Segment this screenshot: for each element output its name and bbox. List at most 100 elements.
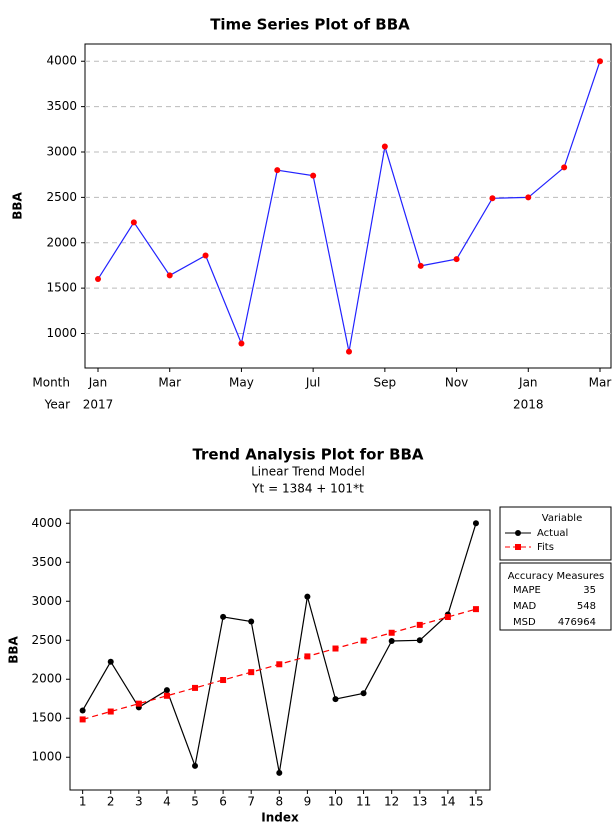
y-tick-label: 3000 [31, 594, 62, 608]
marker [79, 716, 86, 723]
x-tick-label: 15 [468, 795, 483, 809]
x-tick-label: 3 [135, 795, 143, 809]
marker [220, 613, 227, 620]
y-tick-label: 1000 [46, 326, 77, 340]
marker [135, 700, 142, 707]
y-axis-label: BBA [7, 636, 21, 664]
marker [416, 621, 423, 628]
y-tick-label: 1500 [31, 711, 62, 725]
legend-title: Variable [542, 513, 583, 524]
accuracy-label: MSD [513, 617, 536, 628]
x-tick-label: 12 [384, 795, 399, 809]
year-label: 2017 [83, 398, 114, 412]
x-row-label: Year [44, 398, 70, 412]
marker [276, 661, 283, 668]
marker [515, 544, 521, 550]
chart-title: Time Series Plot of BBA [210, 16, 410, 34]
marker [332, 696, 339, 703]
legend-label: Actual [537, 528, 568, 539]
plot-frame [84, 43, 612, 369]
accuracy-label: MAD [513, 601, 536, 612]
x-tick-label: Jul [305, 376, 320, 390]
accuracy-box [499, 562, 612, 631]
accuracy-title: Accuracy Measures [508, 571, 605, 582]
marker [472, 520, 479, 527]
x-tick-label: 13 [412, 795, 427, 809]
marker [360, 690, 367, 697]
marker [163, 687, 170, 694]
x-tick-label: 9 [304, 795, 312, 809]
marker [238, 340, 245, 347]
marker [489, 195, 496, 202]
marker [304, 653, 311, 660]
marker [417, 262, 424, 269]
marker [107, 708, 114, 715]
series-line [97, 61, 601, 352]
legend-box [499, 506, 612, 561]
y-tick-label: 3500 [31, 555, 62, 569]
marker [472, 606, 479, 613]
x-axis-label: Index [261, 811, 299, 825]
x-tick-label: Jan [88, 376, 108, 390]
year-label: 2018 [513, 398, 544, 412]
marker [561, 164, 568, 171]
marker [107, 658, 114, 665]
x-tick-label: Mar [158, 376, 181, 390]
marker [332, 645, 339, 652]
x-tick-label: 4 [163, 795, 171, 809]
x-tick-label: Jan [518, 376, 538, 390]
x-tick-label: 10 [328, 795, 343, 809]
accuracy-value: 35 [583, 585, 596, 596]
equation: Yt = 1384 + 101*t [251, 482, 364, 496]
y-tick-label: 4000 [46, 54, 77, 68]
x-tick-label: 1 [79, 795, 87, 809]
x-tick-label: 8 [275, 795, 283, 809]
x-tick-label: May [229, 376, 254, 390]
marker [248, 618, 255, 625]
marker [310, 172, 317, 179]
y-tick-label: 2000 [46, 235, 77, 249]
marker [192, 684, 199, 691]
accuracy-value: 476964 [558, 617, 596, 628]
chart-subtitle: Linear Trend Model [251, 465, 365, 479]
marker [130, 219, 137, 226]
marker [381, 143, 388, 150]
y-tick-label: 3000 [46, 145, 77, 159]
y-tick-label: 2500 [46, 190, 77, 204]
y-tick-label: 3500 [46, 99, 77, 113]
marker [388, 638, 395, 645]
marker [220, 677, 227, 684]
marker [525, 194, 532, 201]
marker [274, 167, 281, 174]
accuracy-label: MAPE [513, 585, 541, 596]
y-tick-label: 2500 [31, 633, 62, 647]
x-tick-label: Nov [445, 376, 468, 390]
marker [202, 252, 209, 259]
y-axis-label: BBA [11, 192, 25, 220]
y-tick-label: 2000 [31, 672, 62, 686]
y-tick-label: 1500 [46, 281, 77, 295]
marker [276, 769, 283, 776]
x-row-label: Month [32, 376, 70, 390]
accuracy-value: 548 [577, 601, 596, 612]
marker [346, 348, 352, 355]
x-tick-label: 11 [356, 795, 371, 809]
marker [163, 692, 170, 699]
x-tick-label: 5 [191, 795, 199, 809]
marker [248, 669, 255, 676]
marker [192, 762, 199, 769]
x-tick-label: 14 [440, 795, 455, 809]
marker [444, 614, 451, 621]
x-tick-label: Mar [589, 376, 612, 390]
chart-title: Trend Analysis Plot for BBA [192, 446, 423, 464]
y-tick-label: 1000 [31, 750, 62, 764]
marker [597, 58, 603, 65]
marker [79, 707, 86, 714]
x-tick-label: Sep [374, 376, 397, 390]
marker [515, 530, 521, 536]
marker [95, 276, 101, 283]
marker [166, 272, 173, 279]
marker [360, 637, 367, 644]
marker [416, 637, 423, 644]
x-tick-label: 7 [247, 795, 255, 809]
